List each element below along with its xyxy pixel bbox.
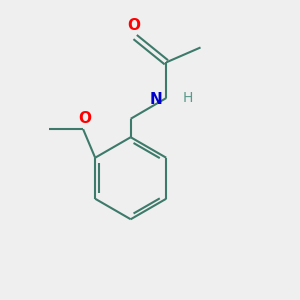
Text: H: H [183, 91, 193, 105]
Text: O: O [78, 111, 91, 126]
Text: O: O [127, 18, 140, 33]
Text: N: N [150, 92, 163, 107]
